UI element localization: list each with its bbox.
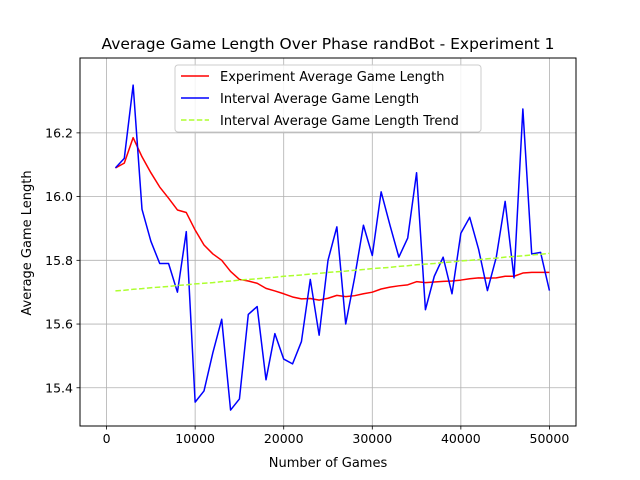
x-tick-label: 40000 — [441, 431, 481, 446]
series-line-2 — [115, 252, 550, 292]
chart-title: Average Game Length Over Phase randBot -… — [102, 35, 555, 53]
legend-label: Interval Average Game Length Trend — [220, 114, 459, 129]
legend-box — [174, 64, 482, 133]
y-axis-label: Average Game Length — [20, 170, 35, 315]
x-tick-label: 30000 — [352, 431, 392, 446]
plot-frame — [79, 57, 577, 427]
axis-ticks: 0 10000 20000 30000 40000 50000 15.4 15.6 15.8 16… — [45, 125, 569, 446]
y-tick-label: 16.0 — [45, 189, 73, 204]
series-line-0 — [115, 136, 550, 301]
series-line-1 — [114, 84, 551, 411]
plot-series — [114, 84, 551, 411]
x-tick-label: 20000 — [264, 431, 304, 446]
x-tick-label: 0 — [103, 431, 111, 446]
y-tick-label: 15.8 — [45, 253, 73, 268]
y-tick-label: 16.2 — [45, 125, 73, 140]
legend-label: Interval Average Game Length — [220, 92, 419, 107]
legend: Experiment Average Game Length Interval A… — [174, 64, 482, 133]
x-tick-label: 50000 — [530, 431, 570, 446]
legend-label: Experiment Average Game Length — [220, 70, 444, 85]
x-tick-label: 10000 — [175, 431, 215, 446]
x-axis-label: Number of Games — [269, 456, 388, 471]
y-tick-label: 15.4 — [45, 380, 73, 395]
y-tick-label: 15.6 — [45, 317, 73, 332]
